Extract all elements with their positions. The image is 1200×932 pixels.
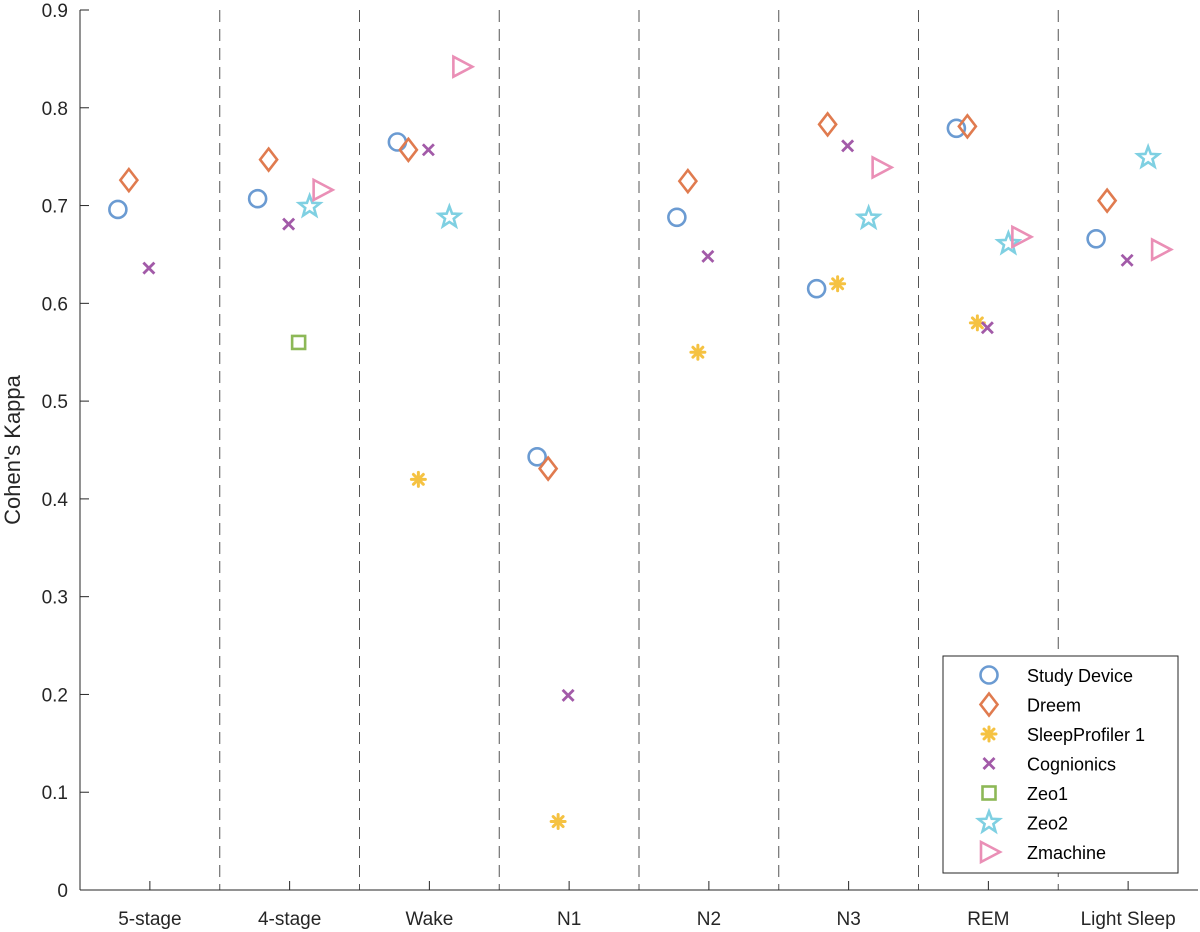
series-zeo2 <box>295 142 1163 256</box>
legend-item: Zmachine <box>979 839 1106 865</box>
legend-marker <box>979 839 1003 865</box>
legend-marker <box>981 785 997 801</box>
data-point <box>806 278 827 299</box>
x-tick-label: Wake <box>405 909 453 930</box>
data-point <box>312 177 336 203</box>
category-separators <box>219 10 1059 890</box>
axes: 0 0.1 0.2 0.3 0.4 0.5 0.6 0.7 0.8 0.9 5-stage 4-sta… <box>42 1 1198 930</box>
data-point <box>527 447 547 467</box>
y-tick-label: 0.7 <box>42 197 68 218</box>
data-point <box>980 321 994 335</box>
data-point <box>1134 142 1163 170</box>
legend: Study Device Dreem SleepProfiler 1 Cognioni… <box>942 655 1179 874</box>
x-tick-label: Light Sleep <box>1081 909 1176 930</box>
data-point <box>854 203 883 231</box>
data-point <box>118 167 140 194</box>
legend-label: Study Device <box>1027 666 1133 686</box>
y-tick-label: 0.1 <box>42 783 68 804</box>
series-zeo1 <box>290 334 307 351</box>
data-point <box>1150 237 1174 262</box>
data-point <box>946 118 967 139</box>
data-point <box>994 228 1023 256</box>
legend-item: Zeo2 <box>974 807 1068 835</box>
x-tick-label: REM <box>967 909 1009 930</box>
data-point <box>421 143 435 157</box>
data-point <box>142 261 156 275</box>
y-tick-label: 0.2 <box>42 685 68 706</box>
legend-marker <box>980 725 998 743</box>
legend-item: Zeo1 <box>981 784 1068 804</box>
data-point <box>561 688 575 702</box>
data-points <box>108 54 1174 831</box>
legend-item: SleepProfiler 1 <box>980 725 1145 745</box>
data-point <box>435 202 464 230</box>
legend-marker <box>982 757 996 770</box>
y-tick-label: 0 <box>57 881 68 902</box>
data-point <box>247 188 268 209</box>
data-point <box>841 139 855 153</box>
legend-label: Cognionics <box>1027 755 1116 775</box>
y-tick-label: 0.6 <box>42 294 68 315</box>
data-point <box>409 470 427 488</box>
data-point <box>295 191 324 219</box>
legend-item: Cognionics <box>982 755 1116 775</box>
data-point <box>689 343 707 361</box>
y-tick-label: 0.4 <box>42 490 69 511</box>
data-point <box>258 146 279 173</box>
data-point <box>871 155 895 180</box>
legend-label: SleepProfiler 1 <box>1027 725 1145 745</box>
series-zmachine <box>312 54 1174 262</box>
data-point <box>667 207 687 228</box>
y-axis-title: Cohen's Kappa <box>0 374 25 525</box>
data-point <box>1086 229 1106 249</box>
data-point <box>549 813 567 831</box>
x-tick-label: N1 <box>557 909 581 930</box>
legend-box <box>942 655 1179 874</box>
legend-marker <box>974 807 1004 835</box>
y-tick-label: 0.5 <box>42 392 68 413</box>
legend-label: Zeo2 <box>1027 814 1068 834</box>
data-point <box>290 334 307 351</box>
data-point <box>398 136 419 163</box>
x-tick-label: N2 <box>697 909 721 930</box>
data-point <box>537 455 559 482</box>
data-point <box>282 217 296 231</box>
legend-label: Zeo1 <box>1027 784 1068 804</box>
data-point <box>829 275 847 293</box>
legend-label: Dreem <box>1027 696 1081 716</box>
data-point <box>677 167 699 195</box>
data-point <box>1096 187 1118 214</box>
data-point <box>957 113 978 140</box>
series-dreem <box>118 111 1118 482</box>
legend-label: Zmachine <box>1027 843 1106 863</box>
data-point <box>1120 253 1134 267</box>
data-point <box>817 111 838 138</box>
data-point <box>452 54 476 79</box>
y-tick-label: 0.9 <box>42 1 68 22</box>
series-cognionics <box>142 139 1134 702</box>
y-tick-label: 0.3 <box>42 588 68 609</box>
x-tick-label: 5-stage <box>118 909 181 930</box>
x-tick-label: 4-stage <box>258 909 321 930</box>
data-point <box>108 199 128 220</box>
legend-item: Study Device <box>979 665 1133 686</box>
legend-item: Dreem <box>978 691 1081 718</box>
legend-marker <box>979 665 999 685</box>
legend-marker <box>978 691 1000 718</box>
y-tick-label: 0.8 <box>42 99 68 120</box>
x-tick-label: N3 <box>836 909 860 930</box>
data-point <box>701 249 715 263</box>
data-point <box>1011 224 1035 249</box>
